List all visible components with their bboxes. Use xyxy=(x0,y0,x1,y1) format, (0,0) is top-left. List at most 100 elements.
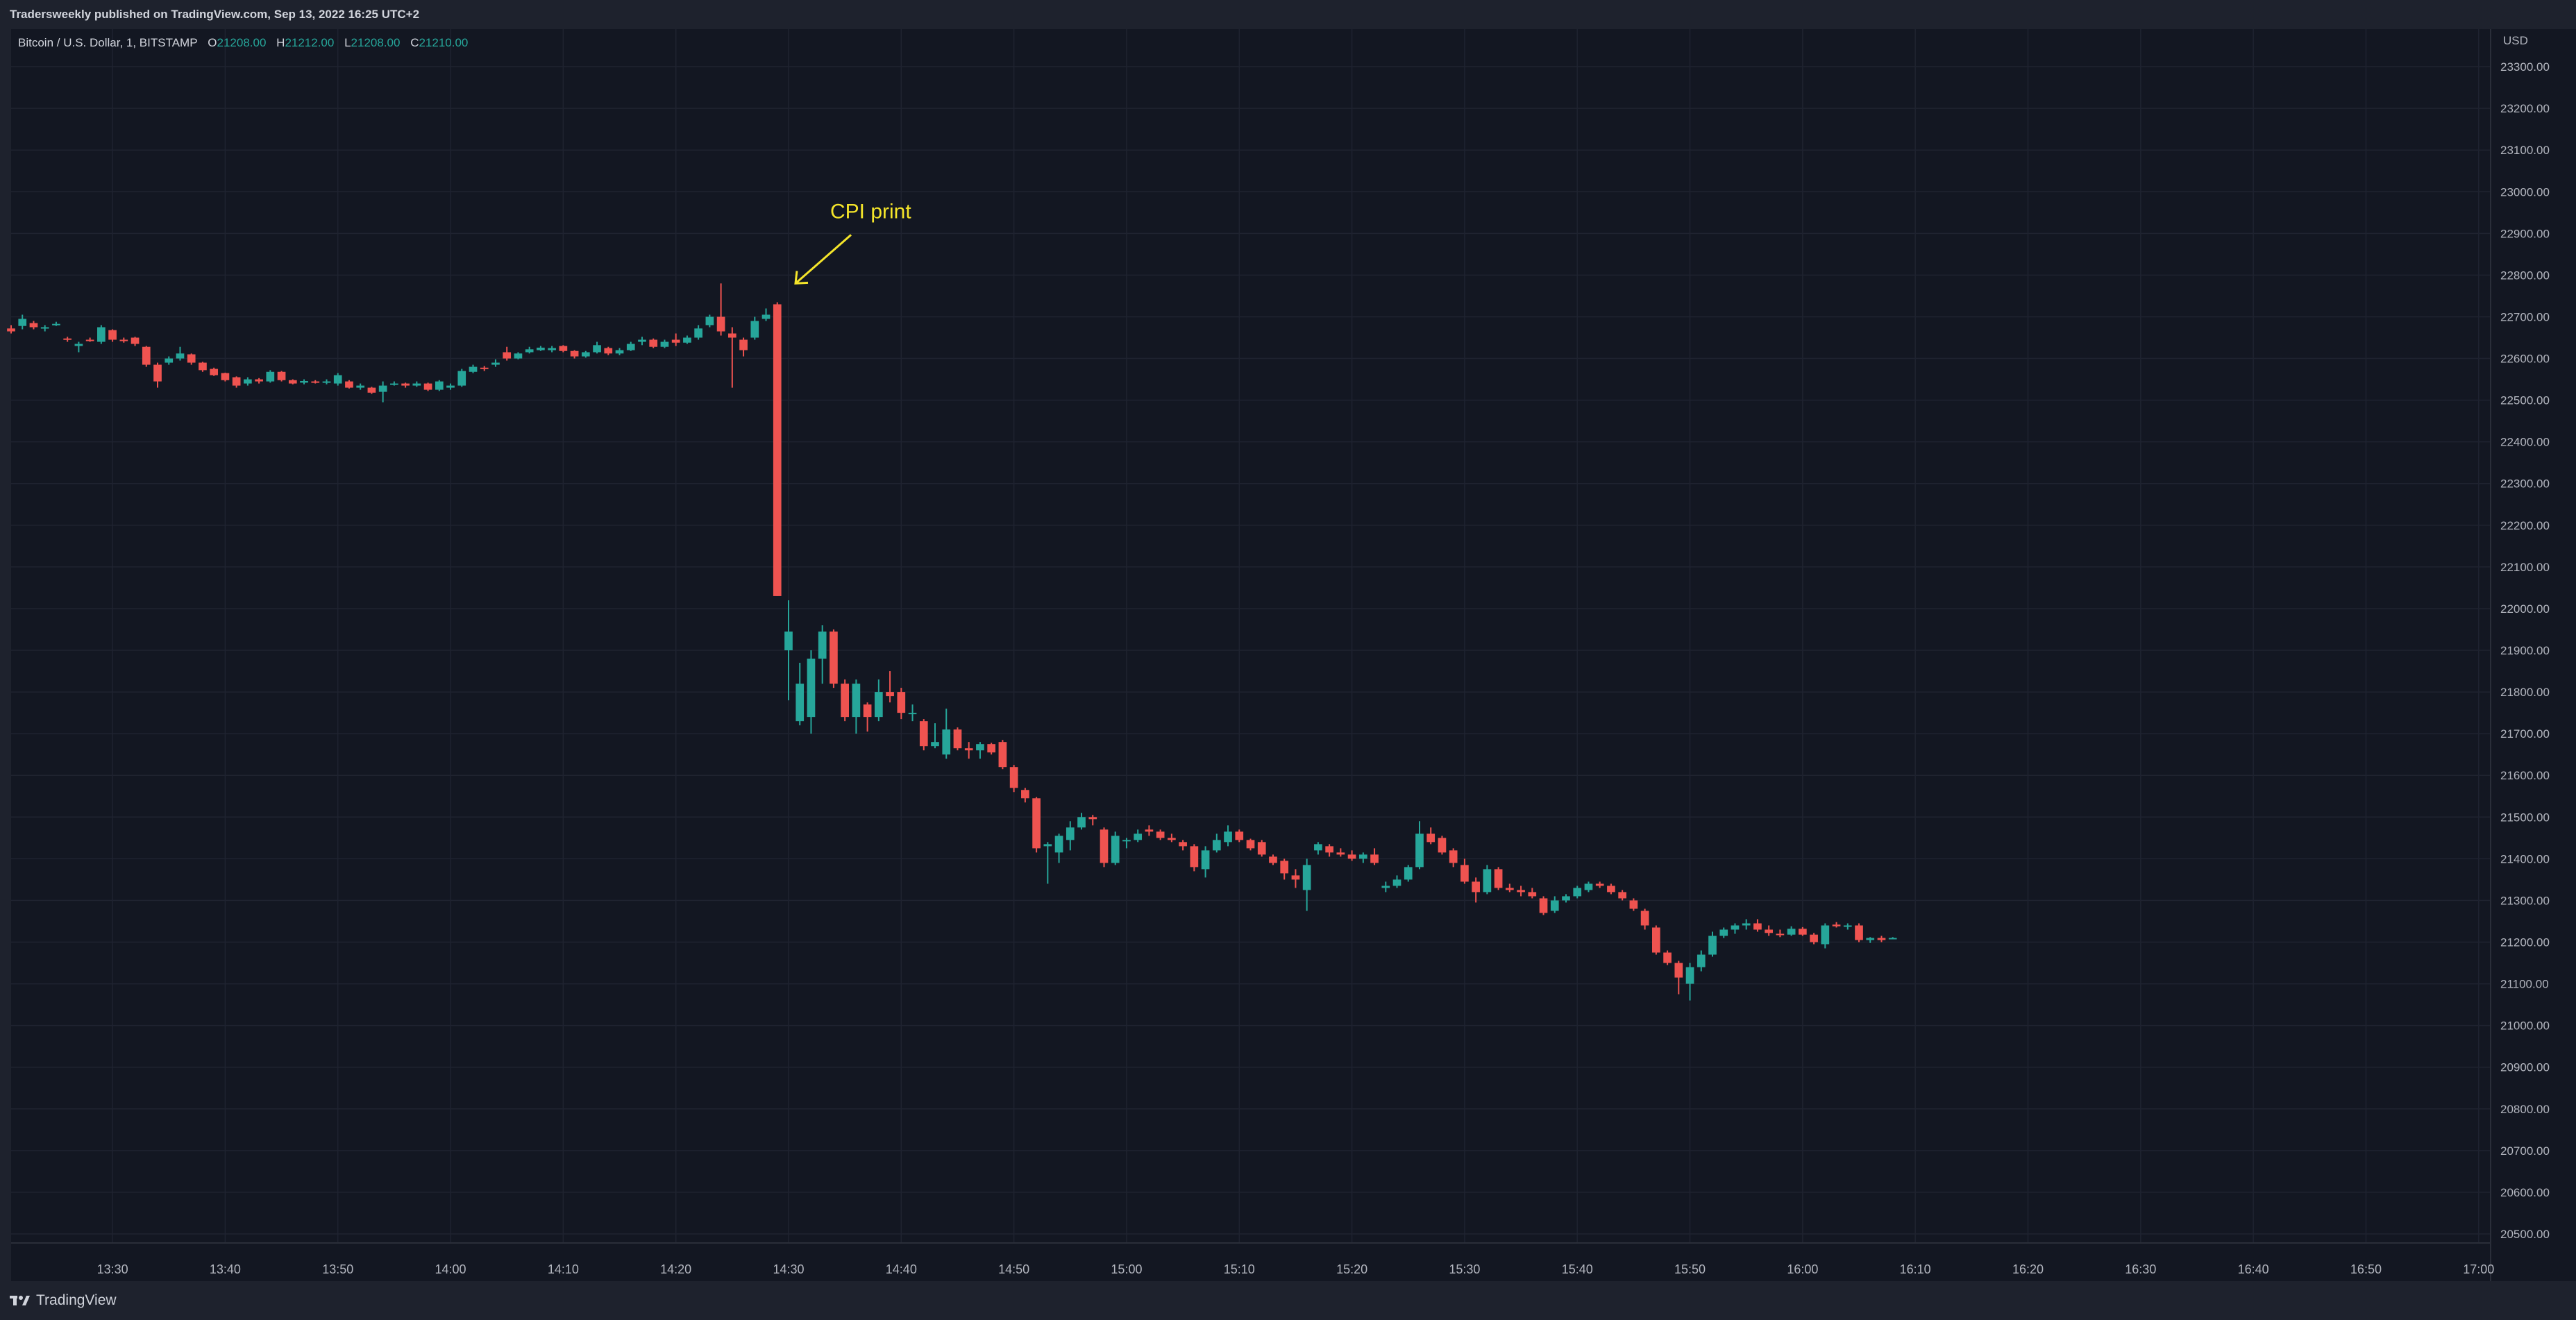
candle xyxy=(457,369,466,387)
candle xyxy=(1539,896,1548,915)
candle xyxy=(716,283,725,336)
chart-pane[interactable] xyxy=(11,29,2490,1281)
candle xyxy=(976,742,984,759)
candle xyxy=(18,314,27,330)
candle xyxy=(1224,825,1232,847)
candle-body xyxy=(1381,886,1390,888)
candle-body xyxy=(1472,881,1480,892)
price-tick: 21600.00 xyxy=(2500,769,2550,782)
candle xyxy=(469,364,478,373)
time-tick: 15:00 xyxy=(1111,1262,1142,1276)
candle xyxy=(491,359,500,367)
candle xyxy=(1810,933,1818,945)
candle-body xyxy=(1325,846,1333,853)
price-tick-labels: 23300.00 23200.00 23100.00 23000.00 22900.00… xyxy=(2500,60,2550,1241)
price-tick: 21400.00 xyxy=(2500,852,2550,865)
candle xyxy=(739,337,748,357)
candle xyxy=(1257,840,1266,857)
candle xyxy=(1877,936,1886,942)
candle xyxy=(1618,890,1626,901)
time-tick: 15:50 xyxy=(1674,1262,1706,1276)
candle xyxy=(1201,846,1210,878)
price-tick: 22600.00 xyxy=(2500,353,2550,366)
candle xyxy=(1032,797,1041,853)
candle xyxy=(52,321,60,326)
candle-body xyxy=(830,631,838,684)
candle-body xyxy=(1753,923,1762,930)
candle-body xyxy=(1843,925,1852,927)
candle xyxy=(1550,896,1559,913)
candle-body xyxy=(1483,869,1492,892)
candle-body xyxy=(818,631,827,659)
price-tick: 21300.00 xyxy=(2500,894,2550,907)
candle-body xyxy=(1392,879,1401,886)
candle xyxy=(649,338,658,348)
candle xyxy=(1392,875,1401,888)
candle-body xyxy=(1821,925,1830,945)
candle-body xyxy=(187,354,196,363)
time-tick: 15:10 xyxy=(1224,1262,1255,1276)
candle xyxy=(525,346,534,354)
candle-body xyxy=(908,713,917,715)
candle-body xyxy=(694,328,702,338)
candle-body xyxy=(480,367,489,369)
candle xyxy=(581,350,590,358)
candle xyxy=(807,650,816,734)
candle-body xyxy=(570,350,579,357)
candle-body xyxy=(503,352,512,359)
candle xyxy=(1190,844,1199,872)
candle xyxy=(1685,963,1694,1001)
time-tick: 16:40 xyxy=(2238,1262,2269,1276)
candle-body xyxy=(964,748,973,751)
candle-body xyxy=(423,383,432,390)
candle-body xyxy=(1877,938,1886,940)
candle xyxy=(401,382,410,388)
candle xyxy=(345,380,353,389)
tradingview-logo[interactable]: TradingView xyxy=(10,1292,117,1309)
time-tick: 15:30 xyxy=(1449,1262,1480,1276)
candle-body xyxy=(1269,856,1277,863)
candle-body xyxy=(1336,852,1345,855)
candle-body xyxy=(1280,861,1289,874)
price-tick: 21500.00 xyxy=(2500,811,2550,824)
published-text: Tradersweekly published on TradingView.c… xyxy=(10,8,420,21)
candle xyxy=(1607,883,1615,895)
candle-body xyxy=(266,371,275,382)
candle-body xyxy=(919,721,928,747)
candle-body xyxy=(716,316,725,332)
candle xyxy=(480,366,489,371)
candle xyxy=(333,373,342,386)
candle-body xyxy=(863,704,872,718)
candle-body xyxy=(998,742,1007,768)
candle-body xyxy=(761,314,771,319)
candle xyxy=(784,600,793,701)
candle-body xyxy=(795,684,805,722)
candle xyxy=(1843,923,1852,930)
candle-body xyxy=(1663,952,1672,963)
candle xyxy=(40,325,49,332)
candle xyxy=(863,702,872,732)
candle xyxy=(953,727,962,751)
candle-body xyxy=(345,381,353,388)
candle xyxy=(1731,923,1740,934)
candle-body xyxy=(548,348,556,350)
candle-body xyxy=(1043,844,1052,847)
candle-body xyxy=(1674,963,1683,978)
candle xyxy=(1629,898,1638,911)
candle-body xyxy=(469,366,478,372)
candle xyxy=(1347,850,1356,861)
candle xyxy=(435,380,444,391)
candle xyxy=(705,314,714,328)
candle xyxy=(7,325,15,334)
candle-body xyxy=(1100,829,1109,863)
candle xyxy=(221,372,230,382)
candle-body xyxy=(1077,817,1086,828)
candle-body xyxy=(446,385,455,388)
candle xyxy=(1888,937,1897,940)
candle-body xyxy=(514,353,523,359)
time-axis[interactable] xyxy=(11,1242,2490,1281)
candle-body xyxy=(705,316,714,325)
candle-body xyxy=(1528,892,1537,897)
price-axis[interactable] xyxy=(2490,29,2576,1281)
